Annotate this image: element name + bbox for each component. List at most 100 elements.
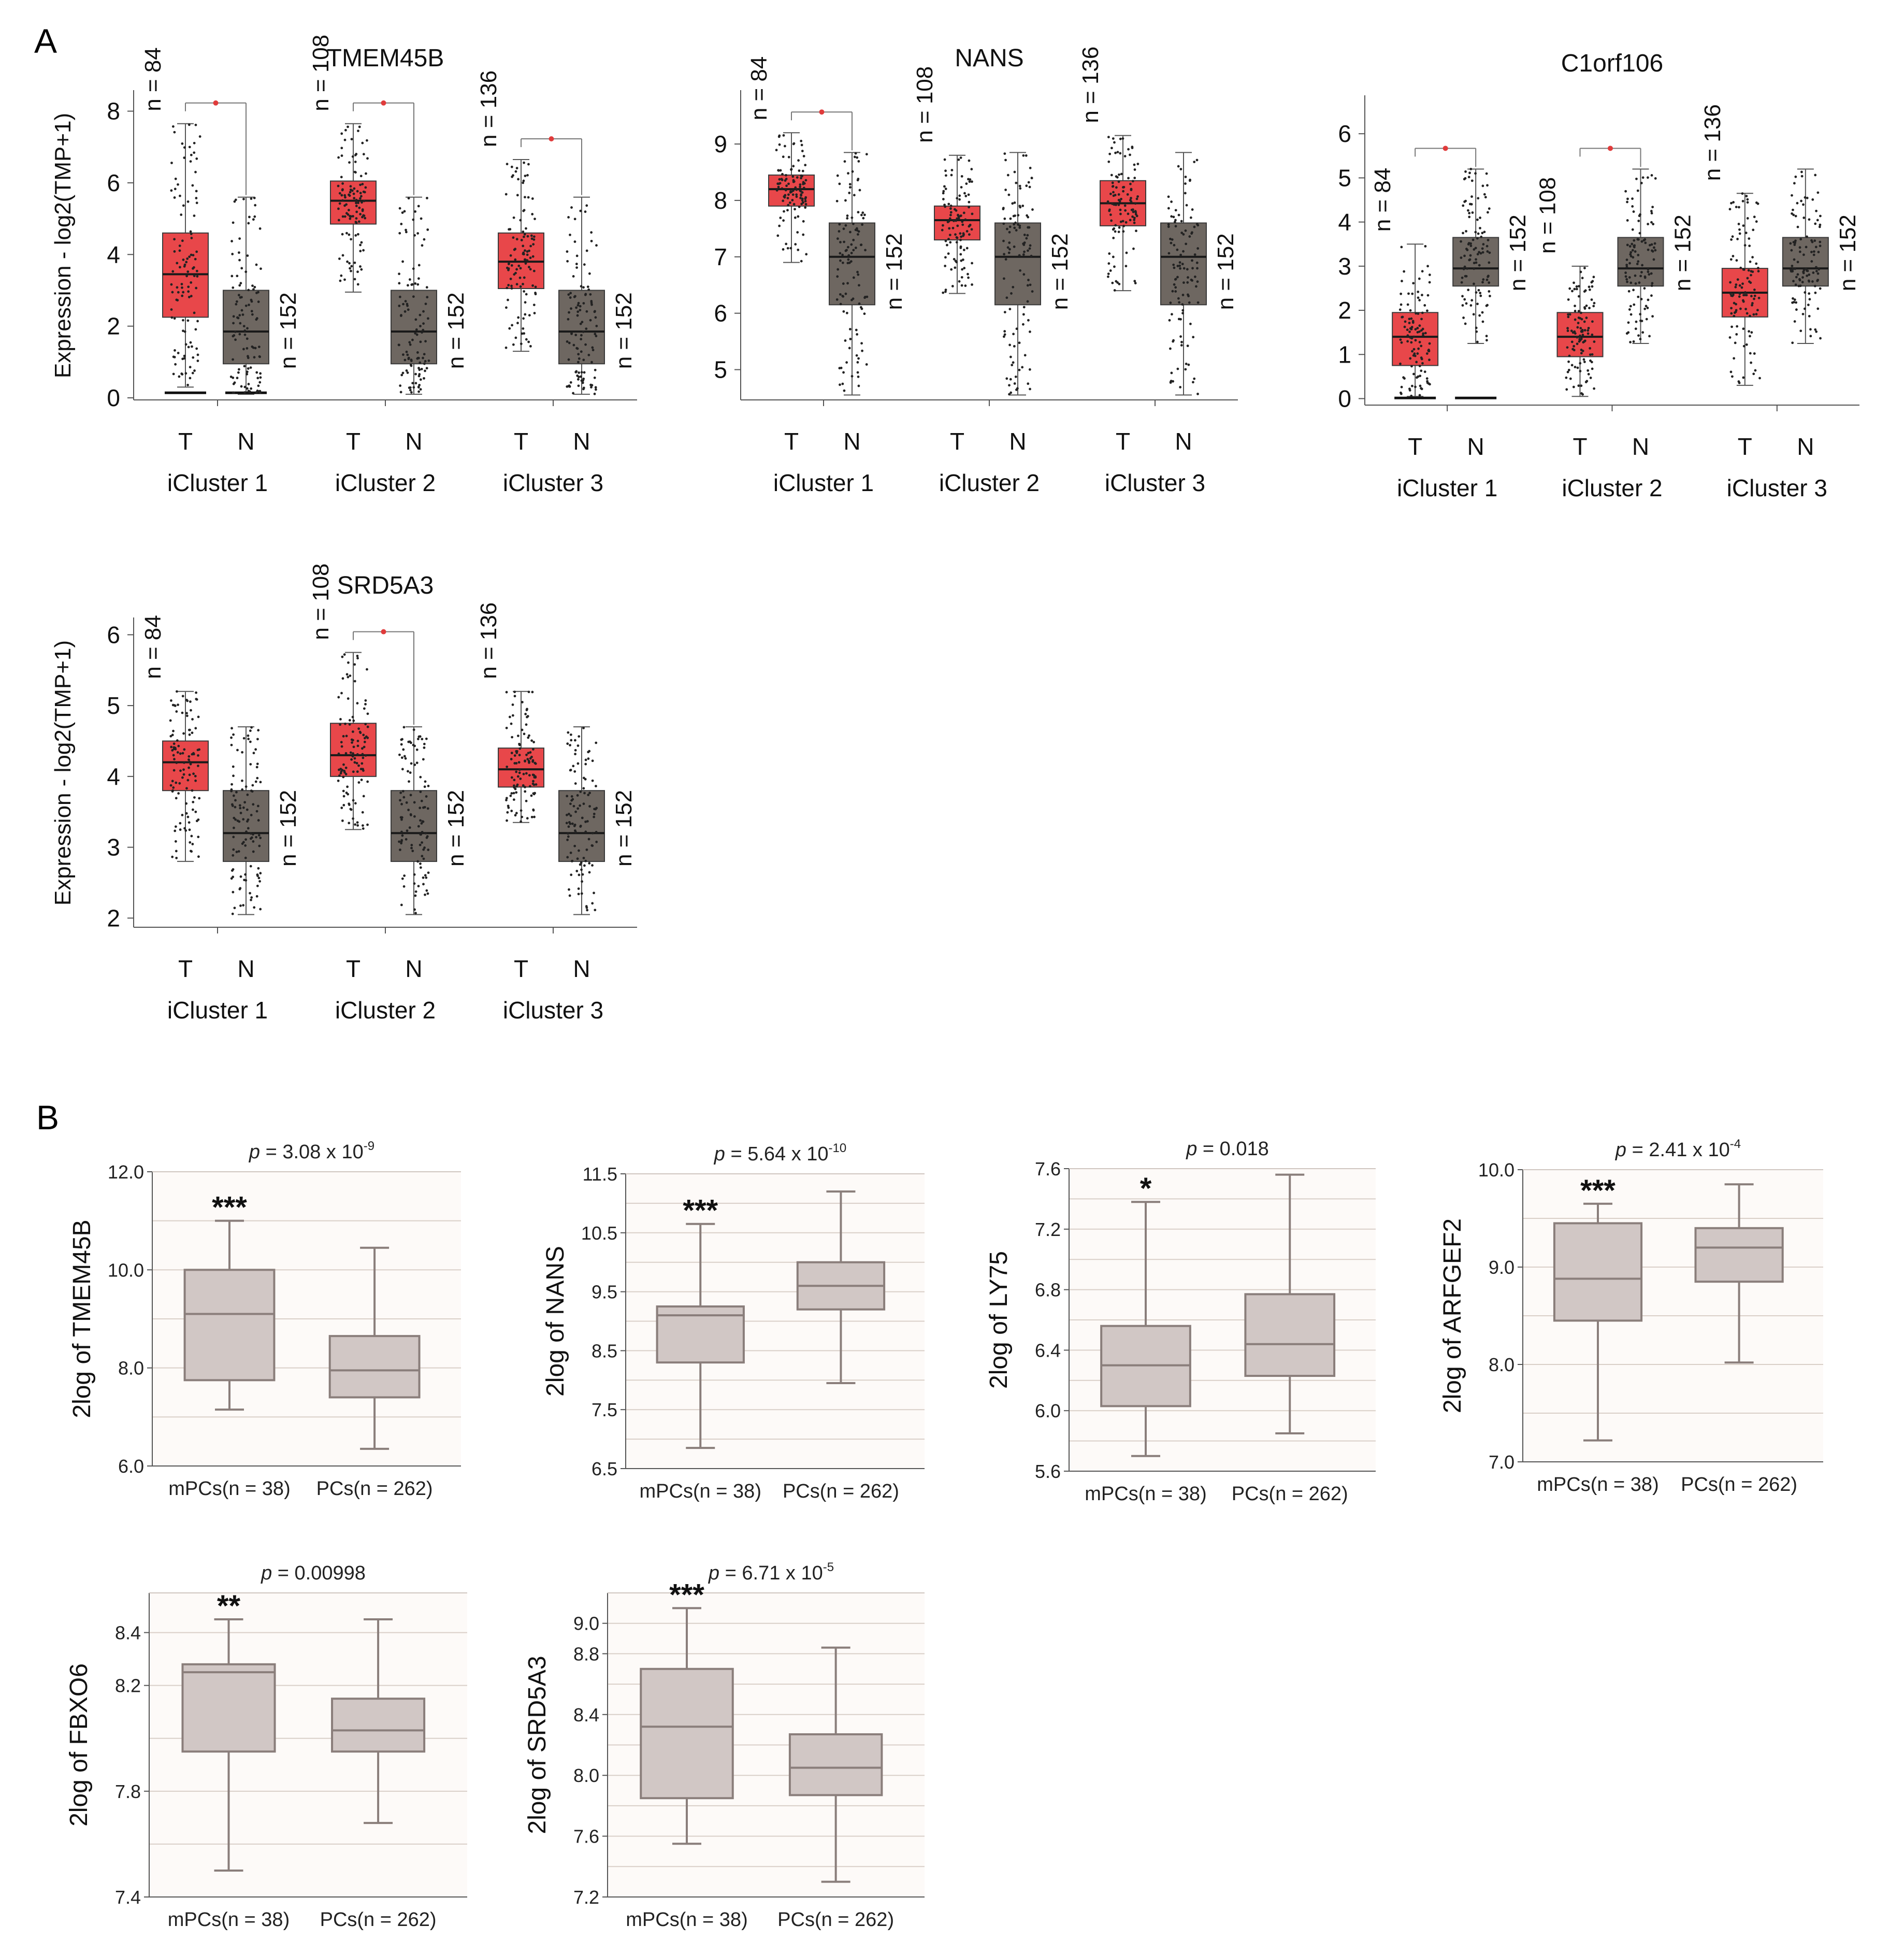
sample-point	[860, 243, 863, 246]
sample-point	[1586, 369, 1590, 372]
sample-point	[341, 819, 344, 822]
sample-point	[423, 742, 426, 745]
sample-point	[1015, 229, 1018, 232]
sample-point	[583, 263, 586, 266]
sample-point	[515, 751, 518, 754]
sample-point	[567, 832, 569, 835]
sample-point	[1575, 285, 1578, 288]
sample-point	[337, 696, 340, 699]
sample-point	[360, 268, 363, 271]
sample-point	[964, 195, 968, 197]
sample-point	[583, 371, 586, 374]
sample-point	[1738, 232, 1741, 235]
sample-point	[1460, 240, 1462, 243]
sample-point	[414, 282, 417, 285]
sample-point	[195, 286, 198, 290]
sample-point	[592, 349, 595, 352]
sample-point	[1792, 241, 1795, 243]
p-value: = 0.018	[1197, 1138, 1268, 1160]
sample-point	[1632, 256, 1635, 259]
sample-point	[523, 235, 525, 238]
sample-point	[413, 234, 416, 237]
sample-point	[1027, 215, 1030, 219]
sample-point	[1652, 258, 1655, 261]
sample-point	[416, 232, 420, 235]
sample-point	[397, 343, 400, 347]
sample-point	[341, 233, 344, 236]
sample-point	[364, 699, 367, 702]
sample-point	[529, 268, 532, 271]
sample-point	[1192, 381, 1194, 384]
sample-point	[1023, 241, 1026, 244]
sample-point	[1792, 297, 1794, 300]
sample-point	[786, 247, 789, 250]
sample-point	[1801, 312, 1805, 315]
sample-point	[176, 262, 179, 265]
sample-point	[1637, 334, 1640, 337]
sample-point	[188, 255, 191, 258]
sample-point	[866, 295, 869, 298]
sample-point	[780, 178, 783, 181]
sample-point	[1119, 220, 1122, 223]
sample-point	[416, 351, 419, 354]
sample-point	[1116, 281, 1119, 284]
sample-point	[843, 240, 845, 243]
sample-point	[252, 850, 255, 853]
sample-point	[1181, 294, 1185, 296]
sample-point	[174, 748, 177, 751]
y-tick-label: 5	[1338, 164, 1351, 191]
sample-point	[1177, 297, 1180, 300]
sample-point	[355, 761, 358, 765]
sample-point	[359, 265, 362, 268]
sample-point	[516, 322, 519, 324]
sample-point	[341, 655, 344, 658]
sample-point	[577, 893, 580, 896]
sample-point	[1464, 199, 1467, 203]
n-label: n = 108	[1535, 177, 1561, 254]
sample-point	[250, 896, 253, 899]
sample-point	[352, 215, 354, 218]
sample-point	[1811, 240, 1814, 243]
sample-point	[1624, 190, 1627, 193]
sample-point	[1624, 275, 1627, 278]
sample-point	[1651, 282, 1654, 285]
sample-point	[1757, 296, 1761, 299]
sample-point	[405, 231, 408, 234]
sample-point	[1488, 281, 1491, 284]
sample-point	[782, 248, 785, 251]
y-tick-label: 9.5	[592, 1282, 617, 1303]
sample-point	[971, 212, 974, 215]
group-label: N	[405, 955, 422, 982]
sample-point	[238, 251, 240, 254]
sample-point	[1184, 182, 1187, 185]
sample-point	[531, 759, 535, 762]
sample-point	[1180, 340, 1183, 343]
sample-point	[864, 249, 867, 252]
sample-point	[247, 818, 250, 821]
sample-point	[174, 188, 177, 191]
sample-point	[1628, 276, 1631, 279]
sample-point	[403, 210, 406, 213]
sample-point	[1399, 338, 1402, 341]
sample-point	[529, 344, 532, 348]
sample-point	[1008, 241, 1011, 244]
sample-point	[1014, 221, 1017, 224]
sample-point	[955, 209, 958, 212]
sample-point	[338, 257, 341, 260]
sample-point	[1579, 362, 1582, 365]
sample-point	[258, 880, 261, 883]
sample-point	[359, 197, 362, 200]
sample-point	[532, 792, 535, 795]
sample-point	[505, 797, 508, 800]
sample-point	[416, 738, 420, 740]
sample-point	[197, 715, 200, 718]
sample-point	[1182, 281, 1185, 284]
sample-point	[513, 784, 515, 787]
sample-point	[180, 213, 183, 216]
sample-point	[1570, 340, 1574, 343]
sample-point	[1134, 202, 1137, 205]
sample-point	[407, 809, 410, 811]
sample-point	[576, 762, 580, 765]
